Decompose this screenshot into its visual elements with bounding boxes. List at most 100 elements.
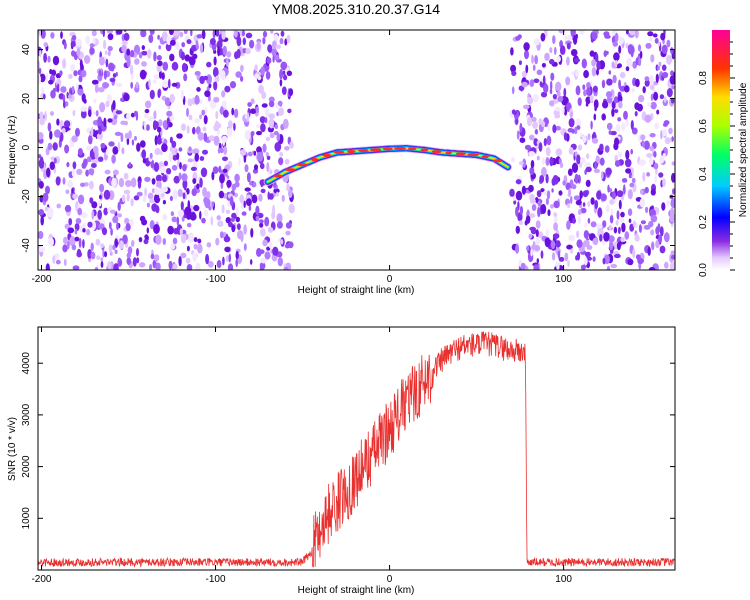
noise-speck [596,190,602,200]
noise-speck [243,243,247,251]
noise-speck [169,93,175,104]
noise-speck [45,72,49,83]
noise-speck [181,42,186,48]
noise-speck [259,219,264,224]
noise-speck [582,84,586,90]
noise-speck [662,71,669,79]
noise-speck [580,157,586,165]
noise-speck [154,187,161,195]
noise-speck [52,255,56,264]
noise-speck [140,30,147,38]
noise-speck [644,114,652,123]
noise-speck [614,160,621,167]
noise-speck [592,85,598,93]
noise-speck [584,222,588,228]
noise-speck [661,64,667,71]
noise-speck [536,190,542,198]
noise-speck [149,30,155,35]
noise-speck [654,37,659,44]
noise-speck [80,69,87,78]
noise-speck [540,250,544,259]
noise-speck [617,94,623,103]
noise-speck [99,183,105,193]
noise-speck [670,250,675,255]
noise-speck [85,228,91,236]
noise-speck [543,138,547,147]
noise-speck [534,55,538,65]
noise-speck [602,100,609,109]
noise-speck [91,126,94,137]
noise-speck [219,231,224,239]
noise-speck [38,181,44,189]
noise-speck [553,215,558,223]
noise-speck [91,79,99,85]
noise-speck [217,46,221,57]
noise-speck [624,85,630,93]
noise-speck [274,142,282,152]
noise-speck [617,63,622,68]
noise-speck [138,237,143,243]
noise-speck [268,100,275,108]
noise-speck [91,220,96,231]
noise-speck [668,127,673,135]
noise-speck [195,262,201,270]
noise-speck [533,264,540,270]
noise-speck [642,140,645,148]
noise-speck [584,251,591,258]
noise-speck [671,136,674,142]
noise-speck [647,102,652,107]
noise-speck [576,154,581,165]
noise-speck [607,184,610,193]
noise-speck [255,205,260,216]
noise-speck [536,155,540,161]
noise-speck [68,94,73,99]
noise-speck [45,185,50,195]
noise-speck [288,189,293,198]
noise-speck [215,75,220,83]
noise-speck [285,230,291,236]
noise-speck [561,106,565,115]
noise-speck [143,114,149,118]
noise-speck [553,222,558,232]
noise-speck [278,157,284,166]
noise-speck [558,256,565,262]
noise-speck [652,33,658,38]
noise-speck [139,140,146,148]
noise-speck [670,97,675,104]
noise-speck [94,149,99,160]
noise-speck [670,254,675,260]
noise-speck [625,168,632,174]
noise-speck [115,110,123,115]
noise-speck [168,260,173,270]
noise-speck [117,141,121,152]
noise-speck [105,100,110,108]
noise-speck [659,94,665,100]
noise-speck [74,228,78,235]
noise-speck [275,44,282,50]
noise-speck [585,96,591,105]
noise-speck [264,251,271,260]
noise-speck [241,211,247,216]
noise-speck [658,172,664,178]
noise-speck [533,78,540,84]
noise-speck [176,216,180,226]
noise-speck [576,230,580,238]
noise-speck [566,42,571,50]
noise-speck [582,202,586,207]
noise-speck [203,115,208,125]
noise-speck [618,36,624,45]
noise-speck [66,161,70,168]
noise-speck [605,204,610,213]
noise-speck [128,162,132,168]
noise-speck [602,239,606,246]
noise-speck [192,178,197,184]
noise-speck [126,257,132,266]
noise-speck [109,209,116,214]
noise-speck [245,198,252,207]
noise-speck [555,240,561,248]
noise-speck [276,221,283,229]
noise-speck [165,42,172,52]
noise-speck [550,72,555,81]
noise-speck [234,192,238,198]
noise-speck [154,147,161,156]
